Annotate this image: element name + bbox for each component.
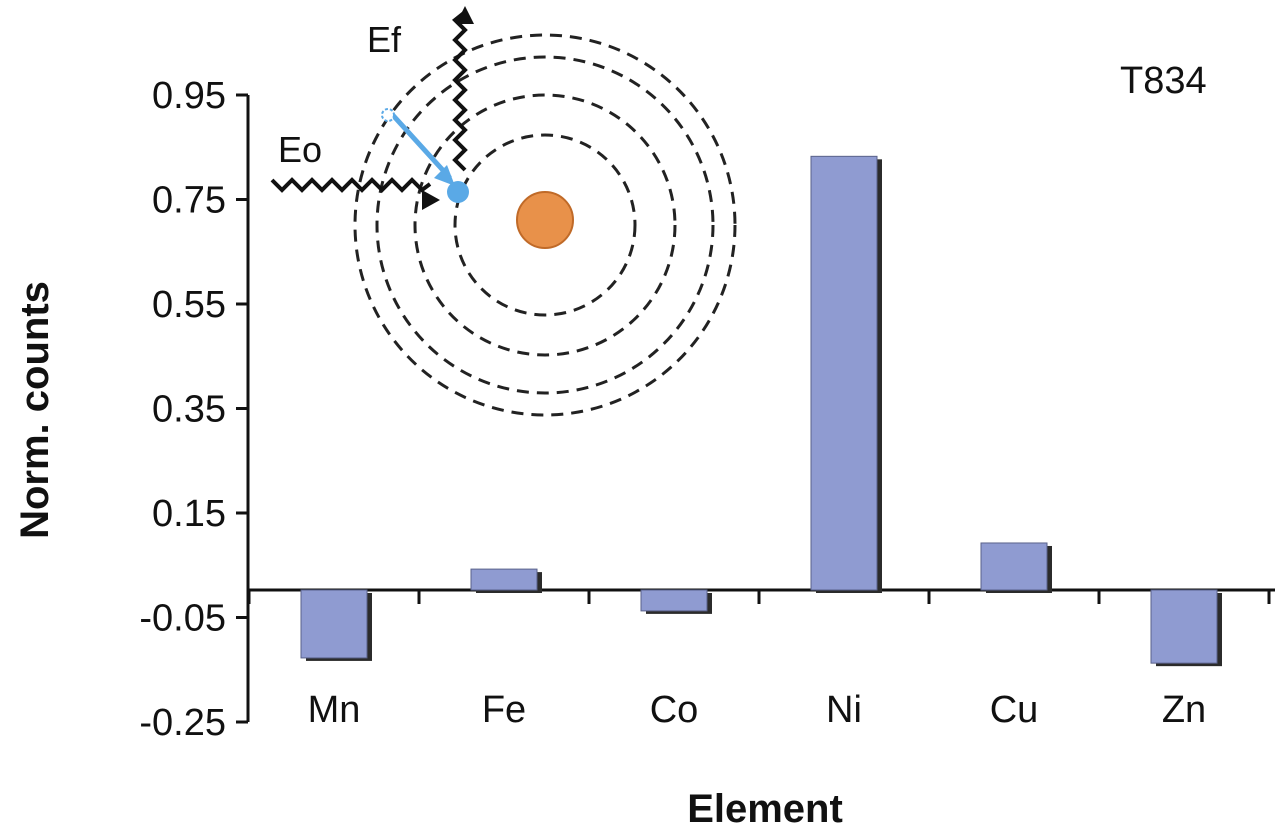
y-axis-title: Norm. counts [13, 281, 57, 539]
nucleus [516, 191, 574, 249]
incident-photon-wave [270, 177, 432, 193]
emitted-label: Ef [367, 19, 402, 60]
x-tick-label-cu: Cu [990, 689, 1039, 731]
x-tick-label-fe: Fe [482, 689, 526, 731]
incident-arrowhead [422, 190, 440, 210]
orbit-4 [353, 33, 737, 417]
y-tick-label: 0.55 [152, 284, 226, 326]
y-ticks: 0.95 0.75 0.55 0.35 0.15 -0.05 -0.25 [139, 75, 248, 744]
emitted-photon-wave [452, 10, 468, 172]
y-tick-label: 0.35 [152, 389, 226, 431]
bar-mn [300, 589, 368, 659]
y-tick-label: 0.75 [152, 180, 226, 222]
bars [300, 155, 1222, 667]
x-tick-label-zn: Zn [1162, 689, 1206, 731]
electron-origin [381, 108, 395, 122]
orbit-2 [413, 93, 677, 357]
x-tick-label-co: Co [650, 689, 699, 731]
x-tick-label-mn: Mn [308, 689, 361, 731]
x-axis-title: Element [687, 787, 843, 831]
y-tick-label: -0.25 [139, 702, 226, 744]
bar-zn [1150, 589, 1218, 664]
y-tick-label: 0.15 [152, 493, 226, 535]
y-tick-label: -0.05 [139, 598, 226, 640]
bar-co [640, 589, 708, 612]
emitted-arrowhead [456, 6, 474, 24]
atom-inset: Eo Ef [270, 6, 737, 417]
y-tick-label: 0.95 [152, 75, 226, 117]
orbit-3 [375, 55, 715, 395]
electron [447, 181, 469, 203]
x-tick-label-ni: Ni [826, 689, 862, 731]
electron-arrowhead [434, 165, 455, 186]
bar-cu [980, 542, 1048, 591]
electron-path [388, 110, 452, 180]
x-ticks [247, 590, 1271, 604]
bar-ni [810, 155, 878, 591]
bar-fe [470, 568, 538, 591]
incident-label: Eo [278, 129, 322, 170]
sample-annotation: T834 [1120, 60, 1207, 102]
x-tick-labels: Mn Fe Co Ni Cu Zn [308, 689, 1207, 731]
orbit-1 [453, 133, 637, 317]
